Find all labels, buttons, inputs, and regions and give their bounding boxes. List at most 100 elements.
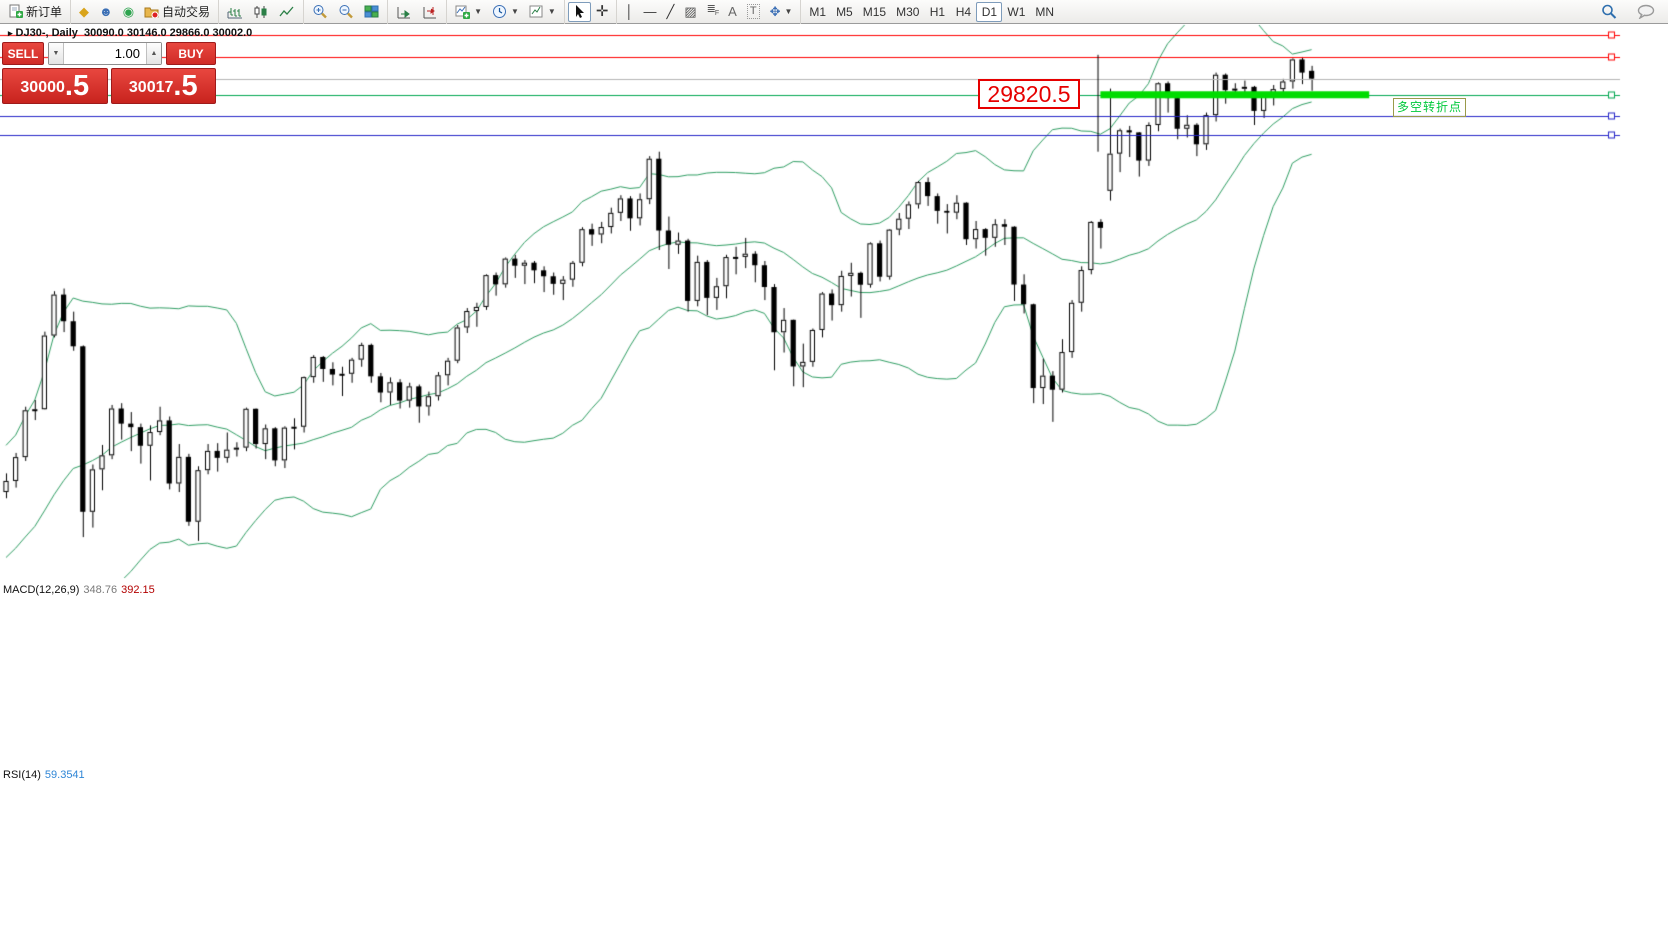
- cursor-tool-button[interactable]: [567, 1, 591, 22]
- arrows-tool-button[interactable]: ✥ ▼: [765, 2, 798, 22]
- volume-decrease-button[interactable]: ▼: [49, 43, 64, 64]
- line-chart-icon: [279, 6, 294, 16]
- zoom-in-icon: [313, 5, 327, 19]
- sell-price-frac: .5: [64, 70, 90, 102]
- one-click-trading-panel: SELL ▼ ▲ BUY 30000 .5 30017 .5: [2, 42, 216, 104]
- chart-shift-button[interactable]: [417, 2, 443, 22]
- macd-main-value: 348.76: [83, 584, 118, 596]
- crosshair-icon: ✛: [595, 3, 609, 20]
- zoom-in-button[interactable]: [307, 2, 333, 22]
- bar-chart-button[interactable]: [222, 2, 248, 22]
- chat-bubble-icon: [1637, 4, 1655, 19]
- toolbar-group-services: ◆ ☻ ◉ 自动交易: [70, 0, 218, 24]
- toolbar-group-order: 新订单: [0, 0, 70, 24]
- search-icon: [1602, 4, 1617, 19]
- chevron-down-icon: ▼: [474, 7, 482, 16]
- text-tool-icon: A: [728, 4, 737, 19]
- buy-price-frac: .5: [173, 70, 198, 102]
- styler-button[interactable]: ◆: [74, 2, 94, 22]
- cursor-icon: [575, 5, 584, 18]
- trendline-tool-button[interactable]: ╱: [662, 2, 680, 22]
- label-tool-button[interactable]: T: [742, 2, 765, 22]
- macd-name: MACD(12,26,9): [3, 584, 80, 596]
- chat-button[interactable]: [1632, 2, 1660, 22]
- buy-button[interactable]: BUY: [166, 42, 216, 65]
- news-button[interactable]: ◉: [118, 2, 139, 22]
- label-tool-icon: T: [746, 4, 760, 19]
- sell-price-button[interactable]: 30000 .5: [2, 68, 108, 104]
- tile-windows-button[interactable]: [359, 2, 384, 22]
- bar-chart-icon: [227, 7, 243, 18]
- toolbar-group-drawing: │ — ╱ ▨ ≣F A T ✥ ▼: [616, 0, 800, 24]
- timeframe-h4-button[interactable]: H4: [950, 2, 976, 22]
- sell-button[interactable]: SELL: [2, 42, 44, 65]
- toolbar-group-timeframes: M1 M5 M15 M30 H1 H4 D1 W1 MN: [800, 0, 1062, 24]
- toolbar-group-cursor: ✛: [563, 0, 617, 24]
- volume-field: ▼ ▲: [48, 42, 162, 65]
- text-tool-button[interactable]: A: [723, 2, 742, 22]
- channel-tool-button[interactable]: ▨: [679, 2, 701, 22]
- sell-price-int: 30000: [20, 79, 65, 96]
- timeframe-m5-button[interactable]: M5: [831, 2, 858, 22]
- toolbar-group-objects: ▼ ▼ ▼: [446, 0, 564, 24]
- buy-price-int: 30017: [128, 79, 174, 96]
- zoom-out-button[interactable]: [333, 2, 359, 22]
- timeframe-m30-button[interactable]: M30: [891, 2, 924, 22]
- toolbar-group-chart-type: [218, 0, 303, 24]
- chart-title: ▸ DJ30-, Daily 30090.0 30146.0 29866.0 30…: [8, 27, 252, 39]
- toolbar-group-zoom: [303, 0, 387, 24]
- signal-icon: ◉: [122, 4, 135, 19]
- arrows-icon: ✥: [769, 4, 781, 19]
- gold-diamond-icon: ◆: [79, 4, 90, 19]
- templates-button[interactable]: ▼: [524, 2, 561, 22]
- template-icon: [529, 5, 543, 17]
- auto-trading-button[interactable]: 自动交易: [139, 2, 215, 22]
- timeframe-w1-button[interactable]: W1: [1002, 2, 1030, 22]
- horizontal-line-tool-button[interactable]: —: [639, 2, 662, 22]
- auto-scroll-button[interactable]: [391, 2, 417, 22]
- new-order-button[interactable]: 新订单: [3, 2, 67, 22]
- crosshair-tool-button[interactable]: ✛: [591, 2, 614, 22]
- horizontal-line-icon: —: [643, 4, 657, 19]
- buy-price-button[interactable]: 30017 .5: [110, 68, 216, 104]
- auto-trading-icon: [144, 7, 159, 18]
- main-toolbar: 新订单 ◆ ☻ ◉ 自动交易: [0, 0, 1668, 24]
- trendline-icon: ╱: [666, 4, 675, 19]
- toolbar-group-shift: [387, 0, 446, 24]
- support-button[interactable]: ☻: [94, 2, 118, 22]
- chevron-down-icon: ▼: [784, 7, 793, 16]
- fibonacci-tool-button[interactable]: ≣F: [702, 2, 724, 22]
- timeframe-mn-button[interactable]: MN: [1030, 2, 1059, 22]
- person-headset-icon: ☻: [99, 4, 113, 19]
- candlestick-chart-icon: [254, 5, 267, 18]
- chart-shift-icon: [423, 6, 437, 18]
- channel-icon: ▨: [684, 4, 697, 19]
- timeframe-m1-button[interactable]: M1: [804, 2, 831, 22]
- search-button[interactable]: [1596, 2, 1622, 22]
- candlestick-chart-button[interactable]: [248, 2, 274, 22]
- chevron-down-icon: ▼: [547, 7, 556, 16]
- timeframe-h1-button[interactable]: H1: [924, 2, 950, 22]
- periods-button[interactable]: ▼: [487, 2, 524, 22]
- rsi-value: 59.3541: [44, 769, 85, 781]
- vertical-line-tool-button[interactable]: │: [620, 2, 638, 22]
- rsi-indicator-label: RSI(14) 59.3541: [3, 769, 85, 781]
- turning-point-label[interactable]: 多空转折点: [1393, 98, 1467, 117]
- volume-increase-button[interactable]: ▲: [146, 43, 161, 64]
- macd-signal-value: 392.15: [121, 584, 155, 596]
- fibonacci-icon: ≣F: [706, 2, 720, 18]
- clock-icon: [492, 5, 506, 18]
- timeframe-m15-button[interactable]: M15: [858, 2, 891, 22]
- line-chart-button[interactable]: [274, 2, 300, 22]
- toolbar-right: [1596, 2, 1668, 22]
- zoom-out-icon: [339, 5, 353, 19]
- support-price-callout[interactable]: 29820.5: [978, 79, 1080, 109]
- volume-input[interactable]: [64, 43, 146, 64]
- new-order-label: 新订单: [26, 5, 63, 19]
- add-indicator-icon: [455, 5, 471, 19]
- timeframe-d1-button[interactable]: D1: [976, 1, 1003, 22]
- auto-scroll-icon: [397, 6, 411, 18]
- add-indicator-button[interactable]: ▼: [450, 2, 487, 22]
